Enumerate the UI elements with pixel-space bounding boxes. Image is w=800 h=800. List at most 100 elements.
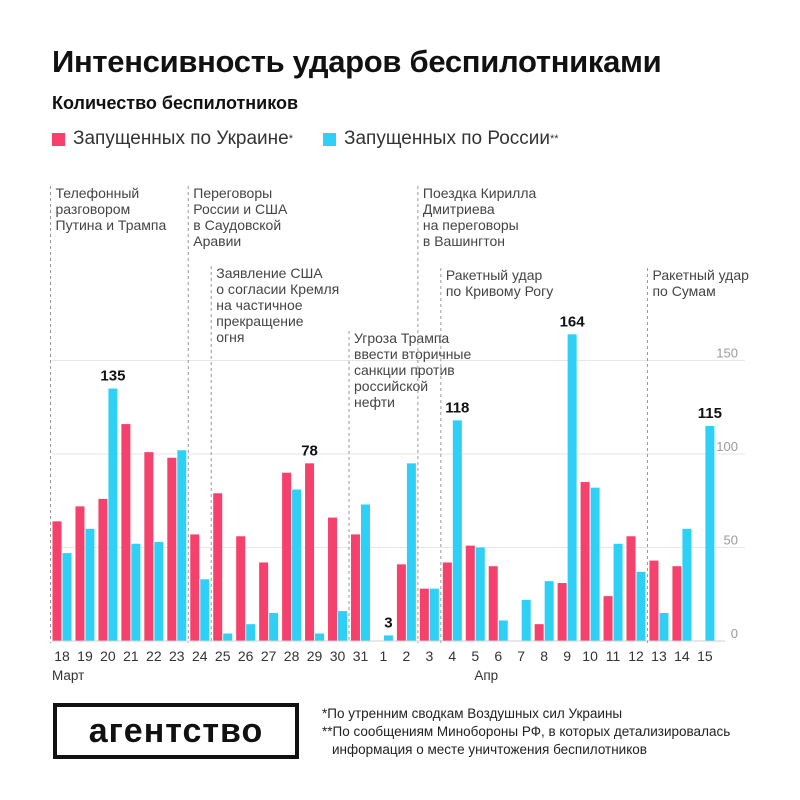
bar-ukraine: [121, 424, 131, 641]
bar-russia: [452, 420, 462, 641]
footnotes: *По утренним сводкам Воздушных сил Украи…: [322, 705, 730, 759]
bar-ukraine: [396, 564, 406, 641]
legend-label-russia: Запущенных по России: [344, 128, 551, 149]
bar-ukraine: [52, 521, 62, 641]
bar-ukraine: [557, 583, 567, 641]
x-tick-label: 14: [674, 648, 690, 664]
bar-russia: [636, 571, 646, 641]
annotation-text: санкции против: [354, 362, 455, 378]
chart-subtitle: Количество беспилотников: [52, 93, 299, 113]
legend-label-ukraine: Запущенных по Украине: [73, 128, 289, 149]
bar-russia: [659, 612, 669, 641]
x-tick-label: 4: [448, 648, 456, 664]
bar-ukraine: [236, 536, 246, 641]
data-label: 3: [384, 614, 392, 631]
bar-ukraine: [465, 545, 475, 641]
y-tick-label: 100: [716, 439, 738, 454]
annotation-text: по Кривому Рогу: [446, 283, 553, 299]
data-label: 78: [301, 442, 318, 459]
x-tick-label: 8: [540, 648, 548, 664]
x-tick-label: 21: [123, 648, 139, 664]
bar-ukraine: [419, 588, 429, 641]
x-tick-label: 2: [403, 648, 411, 664]
x-tick-label: 18: [54, 648, 70, 664]
annotation-text: Дмитриева: [423, 201, 495, 217]
bar-russia: [108, 388, 118, 641]
bar-ukraine: [144, 452, 154, 641]
x-tick-label: 28: [284, 648, 300, 664]
bar-ukraine: [580, 482, 590, 641]
legend-swatch-russia: [323, 132, 336, 146]
bar-ukraine: [190, 534, 200, 641]
bar-ukraine: [442, 562, 452, 641]
bar-russia: [315, 633, 325, 641]
footnote-1: *По утренним сводкам Воздушных сил Украи…: [322, 706, 623, 721]
bar-russia: [154, 541, 164, 641]
x-tick-label: 7: [517, 648, 525, 664]
bar-ukraine: [603, 596, 613, 641]
x-tick-label: 15: [697, 648, 713, 664]
data-label: 115: [698, 405, 722, 422]
annotation-text: ввести вторичные: [354, 346, 471, 362]
bar-ukraine: [167, 457, 177, 641]
x-tick-label: 31: [353, 648, 369, 664]
bar-ukraine: [649, 560, 659, 641]
bar-ukraine: [282, 472, 292, 641]
bar-russia: [498, 620, 508, 641]
legend: Запущенных по Украине * Запущенных по Рос…: [52, 128, 589, 150]
bar-russia: [567, 334, 577, 641]
bar-russia: [429, 588, 439, 641]
x-tick-label: 19: [77, 648, 93, 664]
bar-russia: [475, 547, 485, 641]
bar-ukraine: [328, 517, 338, 641]
y-tick-label: 50: [724, 533, 738, 548]
bar-russia: [177, 450, 187, 641]
x-tick-label: 1: [380, 648, 388, 664]
bar-ukraine: [75, 506, 85, 641]
data-label: 164: [560, 313, 586, 330]
annotation-text: Ракетный удар: [446, 267, 543, 283]
footnote-2-line-2: информация о месте уничтожения беспилотн…: [332, 742, 647, 757]
annotation-text: Телефонный: [56, 185, 140, 201]
annotation-text: в Саудовской: [193, 217, 281, 233]
x-tick-label: 27: [261, 648, 277, 664]
bar-ukraine: [98, 498, 108, 641]
legend-item-ukraine: Запущенных по Украине *: [52, 128, 293, 150]
bar-ukraine: [213, 493, 223, 641]
bar-russia: [85, 528, 95, 641]
legend-swatch-ukraine: [52, 132, 65, 146]
x-tick-label: 29: [307, 648, 323, 664]
annotation-text: России и США: [193, 201, 288, 217]
annotation-text: в Вашингтон: [423, 233, 505, 249]
legend-item-russia: Запущенных по России **: [323, 128, 559, 150]
bar-russia: [338, 611, 348, 641]
bar-russia: [613, 543, 623, 641]
bar-russia: [590, 487, 600, 641]
bar-russia: [406, 463, 416, 641]
bar-russia: [544, 581, 554, 641]
bar-russia: [246, 624, 256, 641]
x-tick-label: 11: [606, 648, 621, 664]
bar-russia: [360, 504, 370, 641]
annotation-text: огня: [216, 329, 244, 345]
annotation-text: Заявление США: [216, 265, 323, 281]
x-tick-label: 6: [494, 648, 502, 664]
footnote-2-line-1: **По сообщениям Минобороны РФ, в которых…: [322, 724, 731, 739]
annotation-text: разговором: [56, 201, 131, 217]
bar-russia: [269, 612, 279, 641]
legend-mark-ukraine: *: [288, 133, 293, 145]
x-tick-label: 12: [628, 648, 644, 664]
bar-russia: [223, 633, 233, 641]
x-tick-label: 5: [471, 648, 479, 664]
annotation-text: Путина и Трампа: [56, 217, 167, 233]
x-tick-label: 22: [146, 648, 162, 664]
x-tick-label: 20: [100, 648, 116, 664]
data-label: 135: [100, 368, 125, 385]
annotation-text: по Сумам: [652, 283, 715, 299]
bar-ukraine: [534, 624, 544, 641]
legend-mark-russia: **: [550, 133, 559, 145]
x-tick-label: 30: [330, 648, 346, 664]
bar-russia: [521, 599, 531, 641]
annotation-text: Угроза Трампа: [354, 330, 449, 346]
